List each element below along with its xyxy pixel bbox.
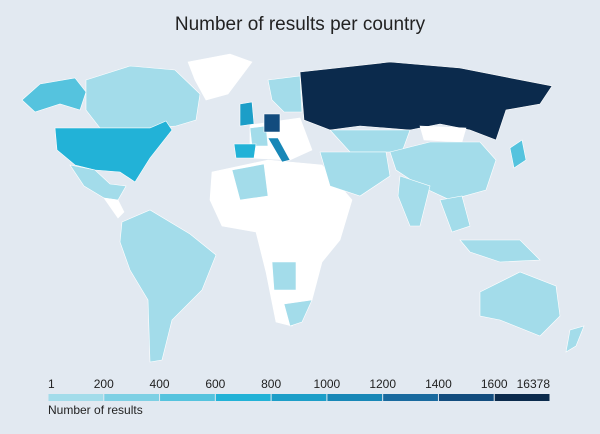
spain: [233, 143, 257, 159]
algeria: [231, 163, 269, 201]
legend-tick-label: 800: [261, 377, 281, 391]
mexico: [69, 164, 127, 201]
legend-tick-label: 16378: [517, 377, 551, 391]
legend-segment: [160, 394, 215, 401]
legend-title: Number of results: [48, 403, 143, 417]
angola: [271, 261, 297, 291]
central-america: [103, 197, 125, 219]
south-africa: [283, 299, 313, 327]
indonesia: [459, 239, 541, 263]
alaska: [21, 77, 87, 113]
australia: [479, 271, 561, 337]
china: [389, 141, 497, 201]
russia: [299, 61, 553, 141]
italy: [267, 137, 291, 163]
greenland: [187, 53, 253, 101]
legend-segment: [383, 394, 438, 401]
mongolia: [419, 125, 467, 143]
legend-tick-label: 1400: [425, 377, 452, 391]
legend-tick-label: 1600: [481, 377, 508, 391]
france: [249, 125, 269, 147]
india: [397, 175, 431, 227]
legend-segment: [215, 394, 271, 401]
germany: [263, 113, 281, 133]
legend-tick-label: 1200: [369, 377, 396, 391]
legend-segment: [104, 394, 160, 401]
new-zealand: [565, 325, 585, 353]
legend-tick-label: 200: [94, 377, 114, 391]
legend-segment: [327, 394, 383, 401]
legend-tick-label: 600: [205, 377, 225, 391]
legend: Number of results 1 200 400 600 800 1000 1200 1…: [48, 377, 550, 417]
scandinavia: [267, 75, 303, 113]
legend-segment: [271, 394, 327, 401]
southeast-asia: [439, 195, 471, 233]
canada: [85, 65, 201, 129]
legend-segment: [438, 394, 494, 401]
legend-segment: [48, 394, 104, 401]
usa: [54, 120, 173, 183]
legend-tick-label: 1: [48, 377, 55, 391]
legend-segment: [494, 394, 550, 401]
japan: [509, 139, 527, 169]
middle-east: [319, 151, 391, 197]
world-map: [21, 53, 585, 363]
uk: [239, 101, 255, 127]
chart-title: Number of results per country: [175, 14, 426, 35]
south-america: [119, 209, 217, 363]
legend-tick-label: 1000: [314, 377, 341, 391]
legend-tick-label: 400: [150, 377, 170, 391]
